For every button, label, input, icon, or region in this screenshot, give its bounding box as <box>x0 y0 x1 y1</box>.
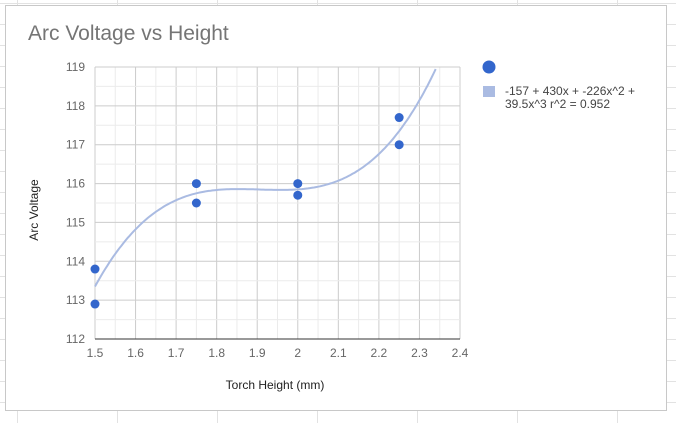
x-tick-label: 1.9 <box>249 346 266 360</box>
legend[interactable]: -157 + 430x + -226x^2 + 39.5x^3 r^2 = 0.… <box>482 60 636 112</box>
y-tick-label: 112 <box>66 332 85 346</box>
legend-trendline-marker <box>483 86 495 97</box>
data-point[interactable] <box>293 190 303 200</box>
y-axis-title: Arc Voltage <box>27 179 41 241</box>
tick-labels: 1.5 1.6 1.7 1.8 1.9 2 2.1 2.2 2.3 2.4 112 113 114 115… <box>66 60 469 360</box>
y-tick-label: 114 <box>66 254 85 268</box>
trendline <box>94 68 437 287</box>
y-tick-label: 113 <box>66 293 85 307</box>
y-tick-label: 115 <box>66 215 85 229</box>
trendline-layer <box>94 68 437 287</box>
legend-series-marker <box>482 60 496 74</box>
x-axis-title: Torch Height (mm) <box>226 378 325 392</box>
chart-title: Arc Voltage vs Height <box>28 22 229 45</box>
data-point[interactable] <box>90 299 100 309</box>
grid-lines <box>94 66 461 340</box>
x-tick-label: 2 <box>294 346 301 360</box>
y-tick-label: 117 <box>66 138 85 152</box>
x-tick-label: 2.1 <box>330 346 347 360</box>
x-tick-label: 1.6 <box>127 346 144 360</box>
x-tick-label: 1.5 <box>87 346 104 360</box>
y-tick-label: 116 <box>66 177 85 191</box>
data-point[interactable] <box>191 179 201 189</box>
data-point[interactable] <box>90 264 100 274</box>
data-point[interactable] <box>394 113 404 123</box>
legend-trendline-label-line1: -157 + 430x + -226x^2 + <box>505 84 635 98</box>
x-tick-label: 2.4 <box>452 346 469 360</box>
data-point[interactable] <box>293 179 303 189</box>
data-point[interactable] <box>394 140 404 150</box>
x-tick-label: 2.3 <box>411 346 428 360</box>
data-point[interactable] <box>191 198 201 208</box>
y-tick-label: 119 <box>66 60 85 74</box>
x-tick-label: 2.2 <box>371 346 388 360</box>
y-tick-label: 118 <box>66 99 85 113</box>
x-tick-label: 1.7 <box>168 346 185 360</box>
x-tick-label: 1.8 <box>208 346 225 360</box>
legend-trendline-label-line2: 39.5x^3 r^2 = 0.952 <box>505 97 610 111</box>
data-points <box>90 113 404 309</box>
